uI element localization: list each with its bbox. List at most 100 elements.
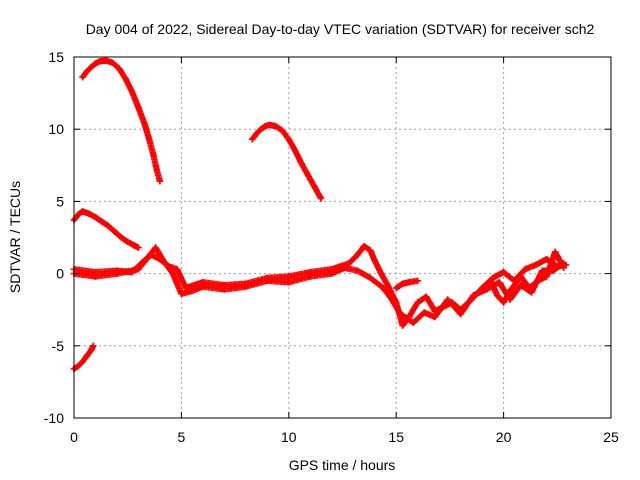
data-point [341,264,348,272]
y-tick-label: -5 [52,338,65,354]
data-point [532,261,540,269]
data-point [115,65,123,72]
data-point [405,279,413,286]
data-point [360,242,368,250]
data-point [75,362,82,370]
data-point [111,228,119,235]
data-point [135,266,142,273]
data-point [285,136,292,143]
data-point [483,286,490,293]
data-point [173,266,181,273]
data-point [367,274,374,282]
data-point [285,273,292,280]
data-point [393,284,400,292]
y-tick-label: -10 [44,410,64,426]
data-point [266,121,273,129]
x-tick-label: 5 [178,429,186,445]
x-axis-label: GPS time / hours [289,457,396,473]
y-tick-label: 10 [48,121,64,137]
data-point [420,309,428,316]
data-point [128,88,136,95]
data-point [122,75,129,82]
data-point [135,244,142,251]
data-point [130,242,138,249]
data-point [92,214,99,221]
y-tick-label: 0 [56,266,64,282]
data-point [377,270,385,277]
data-point [83,352,91,360]
x-tick-label: 25 [603,429,619,445]
x-tick-label: 15 [388,429,404,445]
data-point [135,104,142,111]
data-point [124,238,131,246]
data-point [528,289,535,296]
data-point [221,286,228,293]
series-arc-1 [79,57,164,185]
y-tick-label: 15 [48,49,64,65]
data-point [285,279,292,286]
series-track-c [393,277,421,292]
data-point [199,283,207,290]
data-point [96,58,103,65]
data-point [253,130,260,137]
data-point [500,299,507,306]
x-tick-label: 20 [496,429,512,445]
data-point [493,292,501,299]
y-axis-label: SDTVAR / TECUs [7,181,23,293]
series-arc-2 [249,121,325,202]
data-point [118,234,125,241]
x-tick-label: 10 [281,429,297,445]
data-point [423,293,430,300]
data-point [354,251,361,259]
data-point [79,358,86,365]
data-point [161,258,168,266]
data-point [83,68,91,75]
data-point [517,281,524,289]
data-point [500,268,507,276]
data-point [109,59,116,66]
data-point [487,277,494,285]
data-point [410,319,417,326]
data-point [470,292,477,299]
data-point [152,244,159,251]
data-point [431,313,439,321]
x-tick-label: 0 [70,429,78,445]
data-point [292,147,299,155]
data-point [551,248,559,256]
data-point [371,257,378,264]
axis-ticks: 0 5 10 15 20 25 -10 -5 0 5 10 15 [44,49,619,445]
data-point [156,177,164,185]
data-point [188,287,196,295]
plot-frame [73,56,612,419]
data-point [384,281,391,289]
data-point [399,322,406,329]
data-point [272,123,280,130]
data-point [317,195,325,202]
data-point [145,136,153,143]
data-point [103,57,110,64]
data-point [242,283,250,290]
data-point [264,277,271,285]
data-point [380,284,387,292]
data-point [560,264,567,272]
data-point [526,284,533,292]
data-point [539,267,546,274]
data-point [169,270,177,277]
data-point [257,126,265,133]
y-tick-label: 5 [56,193,64,209]
data-point [328,270,335,277]
data-point [87,346,95,354]
data-point [79,208,86,215]
data-point [178,290,185,298]
data-point [261,123,269,130]
data-point [444,296,451,303]
data-point [414,277,421,285]
data-point [153,166,160,173]
data-point [388,296,396,303]
series-track-b [70,244,567,326]
data-point [521,266,529,273]
data-point [249,136,256,143]
series-arc-4 [70,342,97,373]
data-point [298,160,305,168]
